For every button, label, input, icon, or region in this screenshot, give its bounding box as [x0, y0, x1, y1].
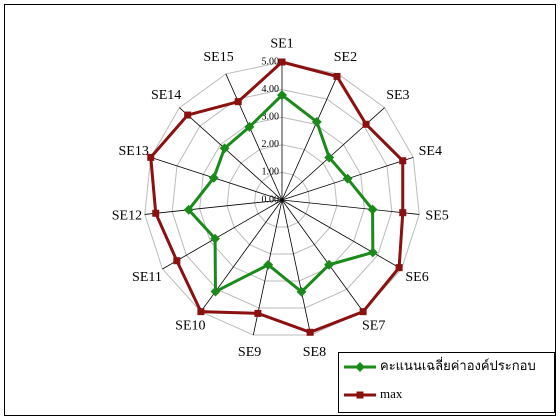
- category-label: SE1: [270, 36, 293, 51]
- axis-spoke: [162, 199, 283, 270]
- category-label: SE4: [419, 144, 442, 159]
- data-point: [367, 247, 378, 258]
- data-point: [324, 152, 335, 163]
- data-point: [263, 259, 274, 270]
- category-label: SE7: [362, 318, 385, 333]
- data-point: [306, 328, 314, 336]
- legend-label: max: [380, 386, 403, 401]
- axis-spoke: [281, 199, 402, 270]
- data-point: [208, 172, 219, 183]
- tick-label: 0.00: [262, 194, 280, 205]
- category-label: SE11: [132, 270, 162, 285]
- data-point: [254, 309, 262, 317]
- axis-spoke: [179, 107, 283, 201]
- tick-label: 5.00: [262, 56, 280, 67]
- data-point: [173, 257, 181, 265]
- data-point: [147, 153, 155, 161]
- legend-label: คะแนนเฉลี่ยค่าองค์ประกอบ: [380, 357, 536, 373]
- category-label: SE13: [119, 144, 149, 159]
- data-point: [333, 72, 341, 80]
- category-label: SE3: [386, 88, 409, 103]
- series-line: [149, 60, 405, 334]
- data-point: [399, 157, 407, 165]
- data-point: [395, 264, 403, 272]
- data-point: [210, 286, 221, 297]
- category-label: SE10: [175, 318, 205, 333]
- category-label: SE6: [405, 270, 428, 285]
- category-label: SE15: [203, 50, 233, 65]
- category-label: SE2: [334, 50, 357, 65]
- axis-spoke: [144, 199, 283, 215]
- data-point: [399, 209, 407, 217]
- data-point: [244, 121, 255, 132]
- grid-ring: [226, 144, 338, 255]
- tick-label: 4.00: [262, 84, 280, 95]
- category-label: SE14: [151, 88, 181, 103]
- data-point: [367, 204, 378, 215]
- data-point: [219, 143, 230, 154]
- chart-border: [4, 4, 556, 416]
- data-point: [210, 233, 221, 244]
- category-label: SE12: [112, 209, 142, 224]
- axis-spoke: [225, 73, 283, 201]
- data-point: [342, 173, 353, 184]
- axis-spoke: [281, 199, 420, 215]
- data-point: [359, 308, 367, 316]
- data-point: [183, 204, 194, 215]
- grid-ring: [144, 61, 420, 336]
- data-point: [234, 98, 242, 106]
- legend-box: [338, 352, 555, 413]
- axis-spoke: [281, 199, 364, 312]
- grid-ring: [171, 89, 393, 309]
- data-point: [324, 259, 334, 270]
- axis-spoke: [281, 199, 312, 336]
- grid-ring: [199, 116, 365, 282]
- category-label: SE8: [303, 345, 326, 360]
- legend-marker: [355, 362, 365, 372]
- grid-ring: [254, 171, 310, 228]
- tick-label: 2.00: [262, 139, 280, 150]
- data-point: [184, 111, 192, 119]
- data-point: [197, 308, 205, 316]
- series-line: [186, 93, 375, 294]
- legend-marker: [356, 391, 364, 399]
- axis-spoke: [281, 73, 339, 201]
- tick-label: 3.00: [262, 111, 280, 122]
- data-point: [278, 58, 286, 66]
- category-label: SE9: [238, 345, 261, 360]
- data-point: [296, 286, 307, 297]
- data-point: [152, 209, 160, 217]
- tick-label: 1.00: [262, 167, 280, 178]
- category-label: SE5: [425, 209, 448, 224]
- data-point: [362, 120, 370, 128]
